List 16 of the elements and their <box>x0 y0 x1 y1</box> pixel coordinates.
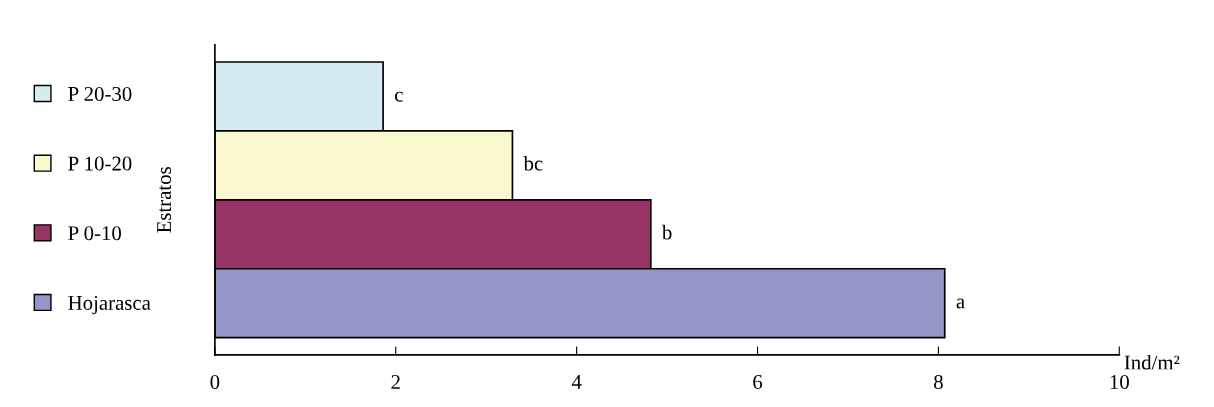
x-tick-label: 0 <box>210 374 220 390</box>
x-axis-title: Ind/m² <box>1124 354 1180 370</box>
legend-label: P 20-30 <box>68 86 132 101</box>
legend-label: P 0-10 <box>68 226 122 241</box>
x-tick-label: 6 <box>753 375 763 390</box>
data-label: a <box>956 298 965 309</box>
data-label: bc <box>523 155 543 171</box>
x-tick-label: 4 <box>571 375 582 389</box>
x-tick-label: 2 <box>391 375 400 389</box>
x-tick-label: 8 <box>934 374 943 390</box>
data-label: b <box>661 224 672 240</box>
y-axis-title: Estratos <box>157 167 172 233</box>
x-tick-label: 10 <box>1110 374 1129 390</box>
legend-label: Hojarasca <box>68 295 151 315</box>
data-label: c <box>395 91 403 102</box>
legend-label: P 10-20 <box>68 156 132 171</box>
